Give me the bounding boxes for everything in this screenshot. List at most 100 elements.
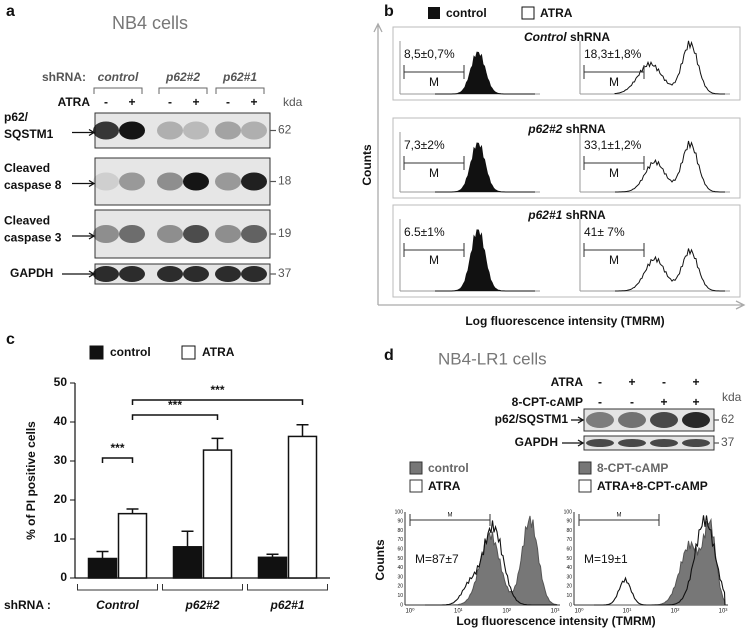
kda-label: kda: [283, 95, 303, 109]
significance-bracket: [131, 414, 219, 420]
blot-label: SQSTM1: [4, 127, 54, 141]
histogram-annotation: M=87±7: [415, 552, 459, 566]
gate-percent: 6.5±1%: [404, 225, 445, 239]
x-tick-label: p62#2: [184, 598, 219, 612]
hist-y-tick-label: 60: [397, 547, 403, 553]
panel-title: NB4-LR1 cells: [438, 349, 547, 368]
hist-y-tick-label: 10: [566, 593, 572, 599]
group-bracket: [215, 87, 265, 94]
axis-label: % of PI positive cells: [24, 421, 38, 540]
band: [215, 172, 241, 191]
y-tick-label: 50: [54, 375, 68, 389]
hist-y-tick-label: 100: [564, 509, 573, 515]
category-bracket: [247, 584, 328, 591]
error-bar: [126, 508, 139, 514]
treatment-label: ATRA: [551, 375, 584, 389]
row-title: p62#1 shRNA: [527, 208, 606, 222]
gate-label: M: [609, 166, 619, 180]
band: [183, 225, 209, 243]
blot-label: p62/SQSTM1: [495, 412, 569, 426]
row-suffix: shRNA: [566, 208, 606, 222]
arrow: [72, 128, 96, 137]
band: [241, 172, 267, 191]
gate: [409, 514, 491, 526]
gate: [583, 65, 645, 79]
axis-label: Log fluorescence intensity (TMRM): [456, 614, 655, 628]
histogram: [615, 248, 725, 292]
axis: [373, 22, 746, 310]
significance-label: ***: [168, 398, 182, 412]
group-bracket: [93, 87, 143, 94]
gate: [583, 243, 645, 257]
band: [215, 121, 241, 140]
bar: [87, 557, 118, 579]
gate: [583, 156, 645, 170]
x-prefix: shRNA :: [4, 598, 51, 612]
legend-label: 8-CPT-cAMP: [597, 461, 668, 475]
histogram: [435, 229, 535, 292]
sign: +: [692, 375, 699, 389]
kda-value: 19: [278, 226, 292, 240]
row-suffix: shRNA: [570, 30, 610, 44]
hist-x-tick-label: 10²: [671, 609, 680, 615]
error-bar: [266, 553, 279, 558]
band: [93, 121, 119, 140]
panel-letter: b: [384, 3, 394, 20]
hist-y-tick-label: 30: [397, 574, 403, 580]
treatment-label: 8-CPT-cAMP: [512, 395, 583, 409]
histogram: [594, 515, 726, 606]
row-gene: Control: [524, 30, 567, 44]
kda-label: kda: [722, 390, 742, 404]
axis-label: Counts: [373, 539, 387, 581]
band: [650, 439, 678, 447]
sign: +: [250, 95, 257, 109]
significance-label: ***: [210, 383, 224, 397]
arrow: [571, 416, 585, 424]
histogram: [614, 40, 725, 95]
sign: +: [692, 395, 699, 409]
legend-label: control: [446, 6, 487, 20]
band: [183, 121, 209, 140]
panel-letter: c: [6, 331, 15, 348]
band: [682, 439, 710, 447]
error-bar: [96, 550, 109, 559]
legend-label: ATRA+8-CPT-cAMP: [597, 479, 708, 493]
gate-label: M: [429, 253, 439, 267]
legend-swatch: [578, 479, 592, 493]
hist-y-tick-label: 70: [397, 537, 403, 543]
blot-label: Cleaved: [4, 161, 50, 175]
band: [93, 225, 119, 243]
axis-label: Log fluorescence intensity (TMRM): [465, 314, 664, 328]
legend-label: control: [110, 345, 151, 359]
hist-x-tick-label: 10³: [551, 609, 560, 615]
hist-y-tick-label: 20: [566, 584, 572, 590]
legend-label: ATRA: [540, 6, 573, 20]
hist-x-tick-label: 10¹: [454, 609, 463, 615]
blot: [94, 157, 271, 206]
kda-value: 62: [278, 123, 292, 137]
blot-label: caspase 8: [4, 178, 62, 192]
arrow: [72, 179, 96, 188]
gate-percent: 41± 7%: [584, 225, 625, 239]
y-tick-label: 10: [54, 531, 68, 545]
hist-y-tick-label: 20: [397, 584, 403, 590]
y-tick-label: 40: [54, 414, 68, 428]
band: [586, 412, 614, 428]
band: [157, 266, 183, 282]
legend-label: ATRA: [428, 479, 461, 493]
band: [215, 225, 241, 243]
histogram: [425, 520, 557, 606]
band: [119, 225, 145, 243]
legend-swatch: [578, 461, 592, 475]
x-tick-label: p62#1: [269, 598, 304, 612]
error-bar: [181, 530, 194, 547]
gate-label: M: [609, 75, 619, 89]
band: [241, 121, 267, 140]
gate: [403, 65, 465, 79]
histogram: [594, 517, 726, 606]
legend-label: control: [428, 461, 469, 475]
sign: +: [128, 95, 135, 109]
sign: +: [192, 95, 199, 109]
band: [586, 439, 614, 447]
